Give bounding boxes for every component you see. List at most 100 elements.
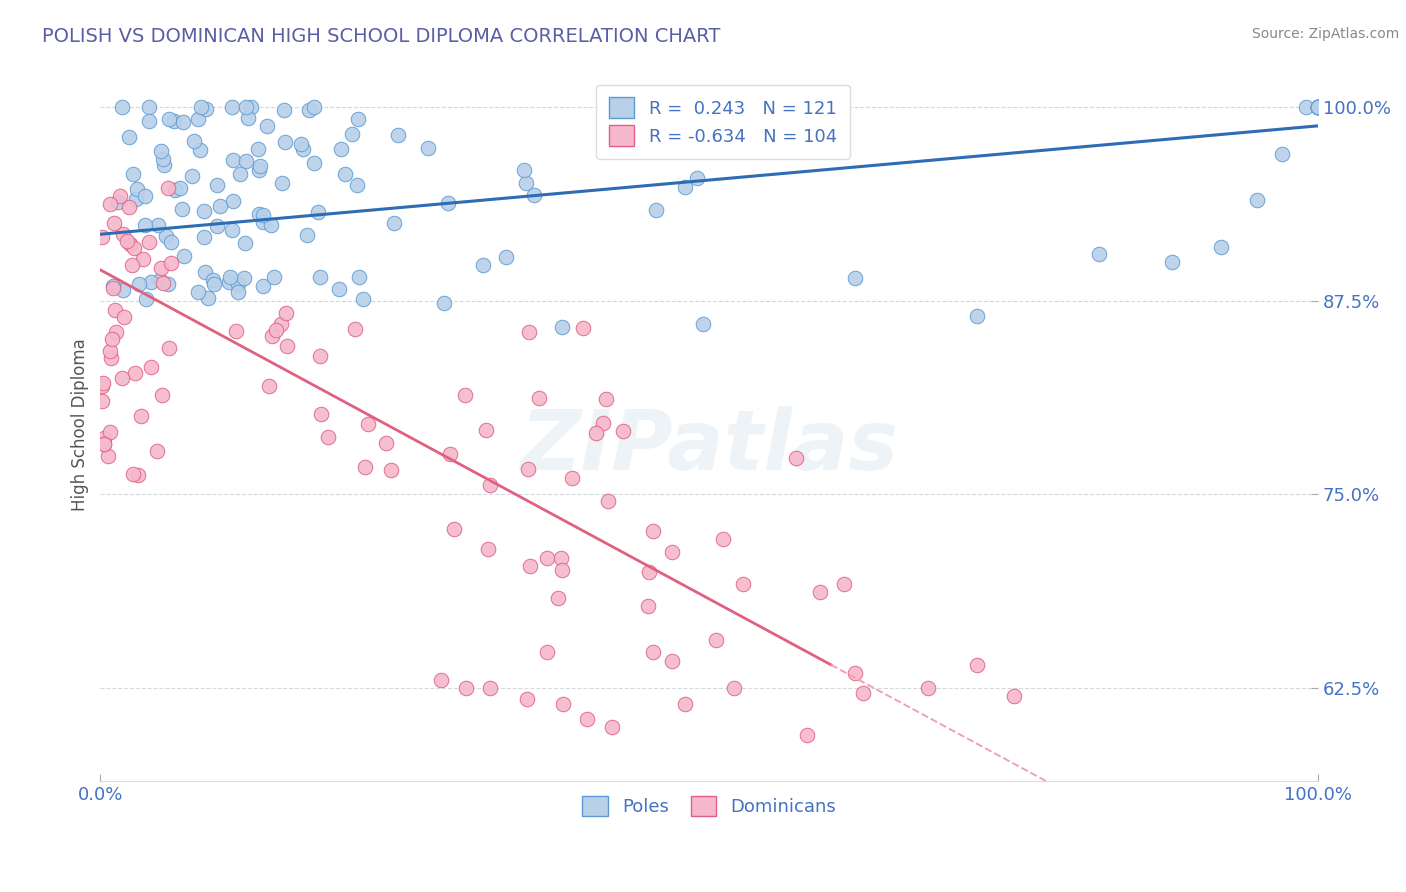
Point — [188, 143, 211, 157]
Point — [218, 276, 240, 290]
Point — [225, 325, 247, 339]
Point — [239, 100, 262, 114]
Point — [101, 332, 124, 346]
Point — [107, 194, 129, 209]
Point — [222, 153, 245, 167]
Point — [100, 351, 122, 366]
Point — [1308, 100, 1330, 114]
Point — [572, 321, 595, 335]
Point — [187, 285, 209, 299]
Point — [966, 310, 988, 324]
Point — [194, 265, 217, 279]
Point — [576, 712, 599, 726]
Point — [536, 645, 558, 659]
Point — [209, 199, 232, 213]
Point — [380, 463, 402, 477]
Point — [292, 142, 315, 156]
Point — [477, 542, 499, 557]
Point — [513, 162, 536, 177]
Point — [834, 576, 856, 591]
Point — [112, 227, 135, 241]
Point — [917, 681, 939, 695]
Point — [346, 178, 368, 193]
Point — [104, 302, 127, 317]
Point — [112, 310, 135, 324]
Point — [276, 339, 298, 353]
Point — [1246, 193, 1268, 207]
Text: POLISH VS DOMINICAN HIGH SCHOOL DIPLOMA CORRELATION CHART: POLISH VS DOMINICAN HIGH SCHOOL DIPLOMA … — [42, 27, 720, 45]
Point — [1002, 689, 1025, 703]
Point — [127, 467, 149, 482]
Point — [117, 200, 139, 214]
Point — [852, 685, 875, 699]
Point — [536, 551, 558, 566]
Point — [111, 370, 134, 384]
Point — [1308, 100, 1330, 114]
Point — [138, 114, 160, 128]
Point — [519, 559, 541, 574]
Point — [252, 209, 274, 223]
Point — [1161, 255, 1184, 269]
Point — [103, 281, 125, 295]
Point — [437, 195, 460, 210]
Point — [844, 665, 866, 680]
Point — [156, 277, 179, 292]
Point — [796, 727, 818, 741]
Point — [259, 379, 281, 393]
Point — [246, 142, 269, 156]
Point — [686, 170, 709, 185]
Point — [290, 137, 312, 152]
Point — [150, 261, 173, 276]
Point — [233, 271, 256, 285]
Point — [266, 324, 288, 338]
Point — [103, 216, 125, 230]
Y-axis label: High School Diploma: High School Diploma — [72, 338, 89, 511]
Point — [138, 100, 160, 114]
Point — [155, 229, 177, 244]
Point — [335, 167, 357, 181]
Point — [97, 449, 120, 463]
Point — [152, 152, 174, 166]
Point — [731, 576, 754, 591]
Point — [1295, 100, 1317, 114]
Point — [661, 545, 683, 559]
Point — [637, 599, 659, 613]
Point — [135, 292, 157, 306]
Point — [382, 216, 405, 230]
Point — [298, 103, 321, 117]
Point — [430, 673, 453, 688]
Point — [274, 135, 297, 149]
Point — [561, 471, 583, 485]
Point — [221, 223, 243, 237]
Point — [585, 426, 607, 441]
Point — [418, 140, 440, 154]
Point — [270, 317, 292, 331]
Point — [93, 436, 115, 450]
Point — [808, 585, 831, 599]
Point — [236, 112, 259, 126]
Point — [233, 236, 256, 251]
Point — [352, 292, 374, 306]
Point — [193, 229, 215, 244]
Point — [723, 681, 745, 695]
Point — [247, 163, 270, 178]
Point — [93, 431, 115, 445]
Point — [118, 130, 141, 145]
Point — [150, 387, 173, 401]
Point — [354, 459, 377, 474]
Point — [260, 219, 283, 233]
Point — [110, 188, 132, 202]
Point — [260, 328, 283, 343]
Point — [316, 429, 339, 443]
Point — [643, 524, 665, 539]
Point — [98, 425, 121, 439]
Point — [295, 227, 318, 242]
Point — [1088, 247, 1111, 261]
Point — [308, 349, 330, 363]
Point — [592, 416, 614, 430]
Point — [205, 219, 228, 234]
Point — [302, 155, 325, 169]
Point — [221, 100, 243, 114]
Point — [194, 103, 217, 117]
Point — [146, 444, 169, 458]
